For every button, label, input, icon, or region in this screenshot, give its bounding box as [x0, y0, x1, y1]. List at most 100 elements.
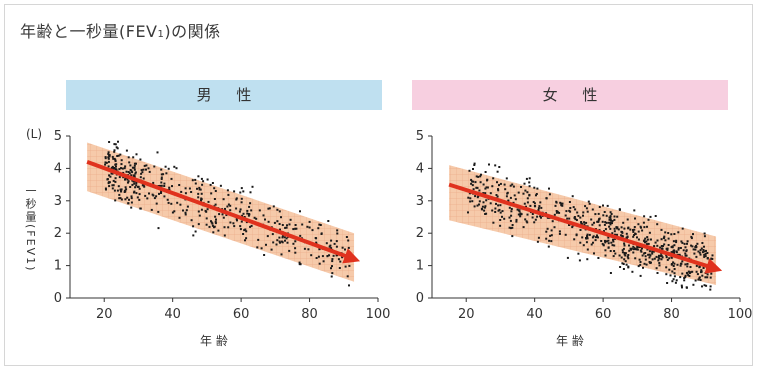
data-point [205, 223, 208, 226]
data-point [491, 209, 494, 212]
data-point [510, 214, 513, 217]
data-point [278, 240, 281, 243]
data-point [621, 249, 624, 252]
data-point [494, 207, 497, 210]
data-point [630, 248, 632, 251]
data-point [660, 252, 663, 255]
x-axis-label-female: 年 齢 [556, 334, 584, 348]
data-point [265, 243, 267, 246]
data-point [703, 284, 706, 287]
data-point [538, 205, 541, 208]
data-point [135, 153, 138, 156]
data-point [634, 233, 637, 235]
data-point [481, 208, 484, 211]
data-point [685, 250, 688, 252]
data-point [245, 230, 248, 233]
data-point [482, 192, 485, 195]
data-point [249, 191, 252, 194]
data-point [281, 235, 284, 238]
data-point [318, 262, 321, 265]
data-point [483, 206, 486, 209]
data-point [120, 198, 123, 201]
data-point [680, 284, 683, 287]
data-point [555, 210, 558, 212]
data-point [192, 234, 195, 237]
data-point [600, 240, 603, 242]
data-point [672, 261, 675, 264]
y-tick-label: 3 [416, 194, 424, 209]
data-point [235, 218, 238, 221]
male-panel-header: 男 性 [66, 80, 382, 110]
data-point [200, 199, 202, 202]
data-point [315, 257, 318, 259]
data-point [257, 238, 260, 241]
data-point [593, 221, 595, 224]
data-point [668, 257, 671, 260]
data-point [492, 177, 495, 180]
data-point [604, 241, 607, 244]
data-point [659, 246, 662, 249]
data-point [191, 179, 194, 182]
data-point [590, 243, 593, 246]
y-tick-label: 5 [416, 129, 424, 144]
data-point [671, 270, 674, 273]
data-point [695, 246, 698, 249]
data-point [536, 215, 539, 218]
data-point [133, 180, 136, 183]
data-point [693, 252, 696, 255]
data-point [332, 254, 335, 257]
data-point [111, 187, 114, 190]
data-point [272, 241, 275, 244]
data-point [508, 216, 511, 219]
data-point [113, 157, 116, 160]
data-point [243, 216, 246, 218]
data-point [509, 219, 512, 222]
data-point [703, 245, 705, 248]
data-point [240, 187, 243, 190]
data-point [588, 233, 591, 236]
data-point [481, 205, 484, 208]
data-point [526, 197, 529, 200]
data-point [294, 240, 297, 243]
data-point [612, 255, 615, 258]
data-point [253, 216, 256, 219]
data-point [168, 186, 171, 189]
data-point [117, 185, 120, 188]
data-point [120, 159, 123, 162]
data-point [194, 230, 197, 233]
data-point [240, 201, 243, 204]
data-point [660, 245, 663, 247]
data-point [178, 216, 181, 219]
y-tick-label: 0 [416, 291, 424, 306]
data-point [553, 213, 556, 216]
data-point [703, 255, 706, 258]
data-point [153, 165, 156, 168]
data-point [595, 236, 597, 239]
data-point [677, 248, 680, 251]
data-point [124, 186, 127, 189]
data-point [118, 176, 121, 179]
data-point [696, 242, 699, 245]
data-point [561, 202, 564, 205]
data-point [659, 254, 662, 257]
y-tick-label: 3 [54, 194, 62, 209]
data-point [566, 256, 569, 259]
data-point [328, 254, 330, 257]
female-panel-header: 女 性 [412, 80, 728, 110]
data-point [341, 256, 344, 259]
data-point [267, 207, 270, 210]
data-point [564, 233, 567, 236]
data-point [698, 251, 701, 254]
data-point [603, 223, 606, 226]
data-point [635, 248, 638, 251]
data-point [512, 201, 515, 204]
data-point [540, 216, 542, 219]
data-point [689, 266, 692, 268]
data-point [670, 256, 673, 259]
y-tick-label: 4 [416, 161, 424, 176]
data-point [256, 246, 259, 249]
data-point [212, 231, 215, 234]
data-point [632, 229, 634, 231]
data-point [646, 236, 649, 239]
data-point [190, 191, 193, 193]
